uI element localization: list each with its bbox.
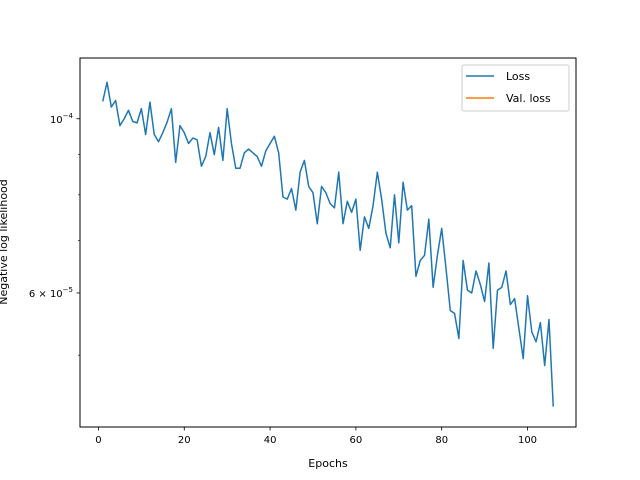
x-tick-label: 80 xyxy=(435,435,448,446)
y-tick-label: 6 × 10−5 xyxy=(29,286,73,300)
legend-label-val-loss: Val. loss xyxy=(506,92,551,105)
x-tick-label: 0 xyxy=(95,435,101,446)
legend-label-loss: Loss xyxy=(506,70,530,83)
x-tick-label: 100 xyxy=(518,435,537,446)
plot-frame xyxy=(79,57,577,428)
y-axis: 10−4 6 × 10−5 xyxy=(29,112,80,356)
y-axis-label: Negative log likelihood xyxy=(0,179,10,305)
legend: Loss Val. loss xyxy=(461,64,570,112)
x-axis-label: Epochs xyxy=(308,457,348,470)
y-minor-ticks xyxy=(78,154,80,356)
plot-series xyxy=(102,81,555,407)
series-line-0 xyxy=(102,81,555,407)
y-tick-label: 10−4 xyxy=(50,112,74,126)
x-tick-label: 40 xyxy=(264,435,277,446)
x-axis: 0 20 40 60 80 100 xyxy=(95,427,537,446)
x-tick-label: 60 xyxy=(350,435,363,446)
x-tick-label: 20 xyxy=(178,435,191,446)
